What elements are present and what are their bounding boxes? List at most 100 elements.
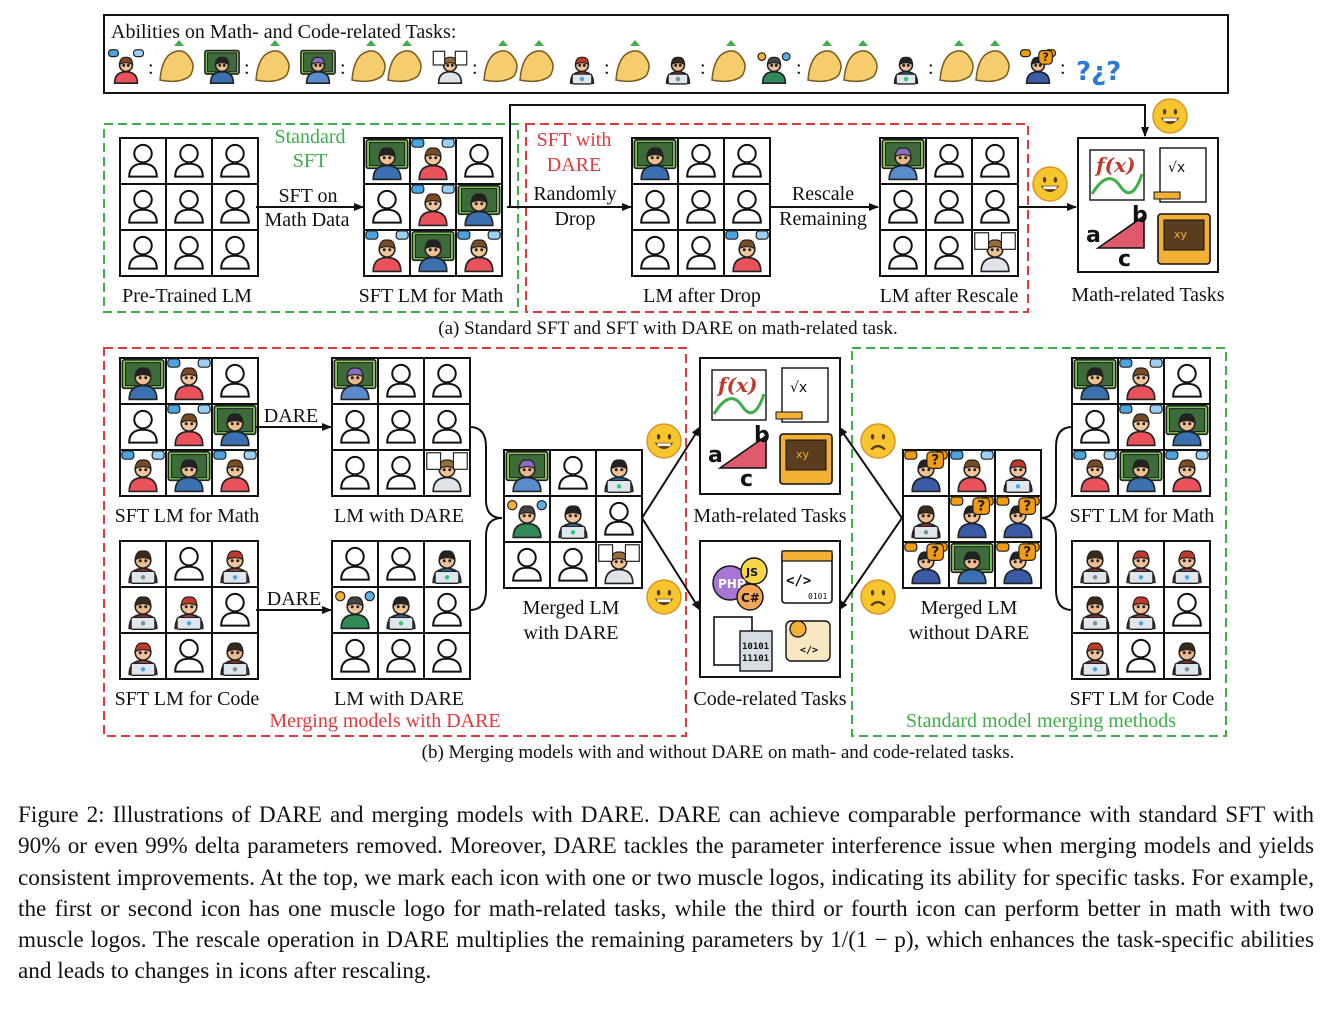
label-after-rescale: LM after Rescale xyxy=(880,285,1019,307)
person-head-outline xyxy=(469,143,489,164)
ability-colon: : xyxy=(604,57,610,79)
confused-person-icon: ? xyxy=(904,542,948,585)
arrow-merged-to-code xyxy=(641,517,701,611)
function-plot-icon: f(x) xyxy=(1089,149,1145,201)
person-head-outline xyxy=(985,143,1005,164)
math-book-icon: xy xyxy=(779,433,833,485)
student-icon xyxy=(121,450,165,493)
arrow-standard-to-tasks xyxy=(507,104,1149,208)
svg-text:xy: xy xyxy=(1174,228,1188,241)
person-head-outline xyxy=(391,638,411,659)
person-head-outline xyxy=(377,189,397,210)
muscle-icon xyxy=(843,40,878,83)
person-body-outline xyxy=(340,474,370,490)
label-sft-math-b: SFT LM for Math xyxy=(115,505,260,527)
label-math-tasks-a: Math-related Tasks xyxy=(1071,284,1224,306)
person-body-outline xyxy=(934,208,964,224)
person-body-outline xyxy=(732,162,762,178)
person-body-outline xyxy=(386,474,416,490)
person-head-outline xyxy=(225,143,245,164)
triangle-icon: a bc xyxy=(1086,203,1148,272)
svg-text:√x: √x xyxy=(1168,160,1185,176)
label-code-tasks-b: Code-related Tasks xyxy=(693,688,846,710)
label-sft-code-b-right: SFT LM for Code xyxy=(1070,688,1215,710)
math-tasks-box-b: f(x) √x a bc xy xyxy=(699,357,841,495)
graduate-teacher-icon xyxy=(411,231,455,273)
formula-sheet-icon: √x xyxy=(775,367,829,423)
senior-developer-icon xyxy=(386,596,416,631)
person-head-outline xyxy=(437,409,457,430)
sft-lm-math-grid xyxy=(363,137,503,277)
label-sft-math-a: SFT LM for Math xyxy=(359,285,504,307)
arrow-sft-label-1: SFT on xyxy=(278,185,337,207)
coder-icon xyxy=(174,596,204,631)
svg-text:</>: </> xyxy=(786,573,811,589)
person-head-outline xyxy=(133,235,153,256)
person-head-outline xyxy=(179,235,199,256)
person-head-outline xyxy=(391,409,411,430)
math-professor-icon xyxy=(300,49,336,84)
svg-text:?: ? xyxy=(1042,50,1049,64)
math-professor-icon xyxy=(881,139,925,181)
person-head-outline xyxy=(437,638,457,659)
person-head-outline xyxy=(939,235,959,256)
svg-text:c: c xyxy=(1118,247,1131,272)
grinning-face-icon xyxy=(1032,166,1068,202)
person-head-outline xyxy=(691,143,711,164)
person-head-outline xyxy=(179,189,199,210)
person-body-outline xyxy=(732,208,762,224)
graduate-teacher-icon xyxy=(1165,405,1209,447)
ability-colon: : xyxy=(796,57,802,79)
student-icon xyxy=(411,138,455,181)
student-icon xyxy=(107,49,145,84)
grinning-face-icon xyxy=(646,579,682,615)
sft-dare-title-2: DARE xyxy=(547,154,601,176)
person-head-outline xyxy=(391,455,411,476)
person-head-outline xyxy=(225,363,245,384)
person-body-outline xyxy=(220,254,250,270)
merging-with-dare-region xyxy=(103,347,687,737)
lm-with-dare-math-grid xyxy=(331,357,471,497)
person-body-outline xyxy=(174,657,204,673)
person-head-outline xyxy=(1085,409,1105,430)
person-body-outline xyxy=(1172,611,1202,627)
label-lm-dare-math: LM with DARE xyxy=(334,505,464,527)
person-head-outline xyxy=(437,592,457,613)
lm-after-rescale-grid xyxy=(879,137,1019,277)
person-body-outline xyxy=(640,254,670,270)
svg-text:f(x): f(x) xyxy=(716,373,757,397)
abilities-title: Abilities on Math- and Code-related Task… xyxy=(111,21,456,43)
coder-icon xyxy=(1003,459,1033,494)
person-body-outline xyxy=(604,520,634,536)
developer-icon xyxy=(128,550,158,585)
muscle-icon xyxy=(939,40,974,83)
student-icon xyxy=(1073,450,1117,493)
caption-b: (b) Merging models with and without DARE… xyxy=(422,742,1015,763)
ability-colon: : xyxy=(244,57,250,79)
person-body-outline xyxy=(174,162,204,178)
student-icon xyxy=(1119,358,1163,401)
person-body-outline xyxy=(558,474,588,490)
confused-person-icon: ? xyxy=(1019,49,1057,84)
developer-icon xyxy=(128,596,158,631)
person-body-outline xyxy=(934,162,964,178)
developer-icon xyxy=(1172,642,1202,677)
merge-brace-left xyxy=(469,426,503,611)
person-head-outline xyxy=(645,235,665,256)
ai-engineer-icon xyxy=(507,500,547,539)
code-scroll-icon: </> xyxy=(785,620,831,662)
developer-icon xyxy=(665,56,691,85)
student-icon xyxy=(213,450,257,493)
merged-with-dare-grid xyxy=(503,449,643,589)
sft-with-dare-region xyxy=(525,123,1029,313)
graduate-teacher-icon xyxy=(950,543,994,585)
person-head-outline xyxy=(893,235,913,256)
merge-brace-right xyxy=(1039,426,1073,611)
person-body-outline xyxy=(686,208,716,224)
person-head-outline xyxy=(225,592,245,613)
person-body-outline xyxy=(432,428,462,444)
sft-dare-title-1: SFT with xyxy=(537,129,612,151)
person-head-outline xyxy=(225,189,245,210)
person-head-outline xyxy=(437,363,457,384)
graduate-teacher-icon xyxy=(365,139,409,181)
